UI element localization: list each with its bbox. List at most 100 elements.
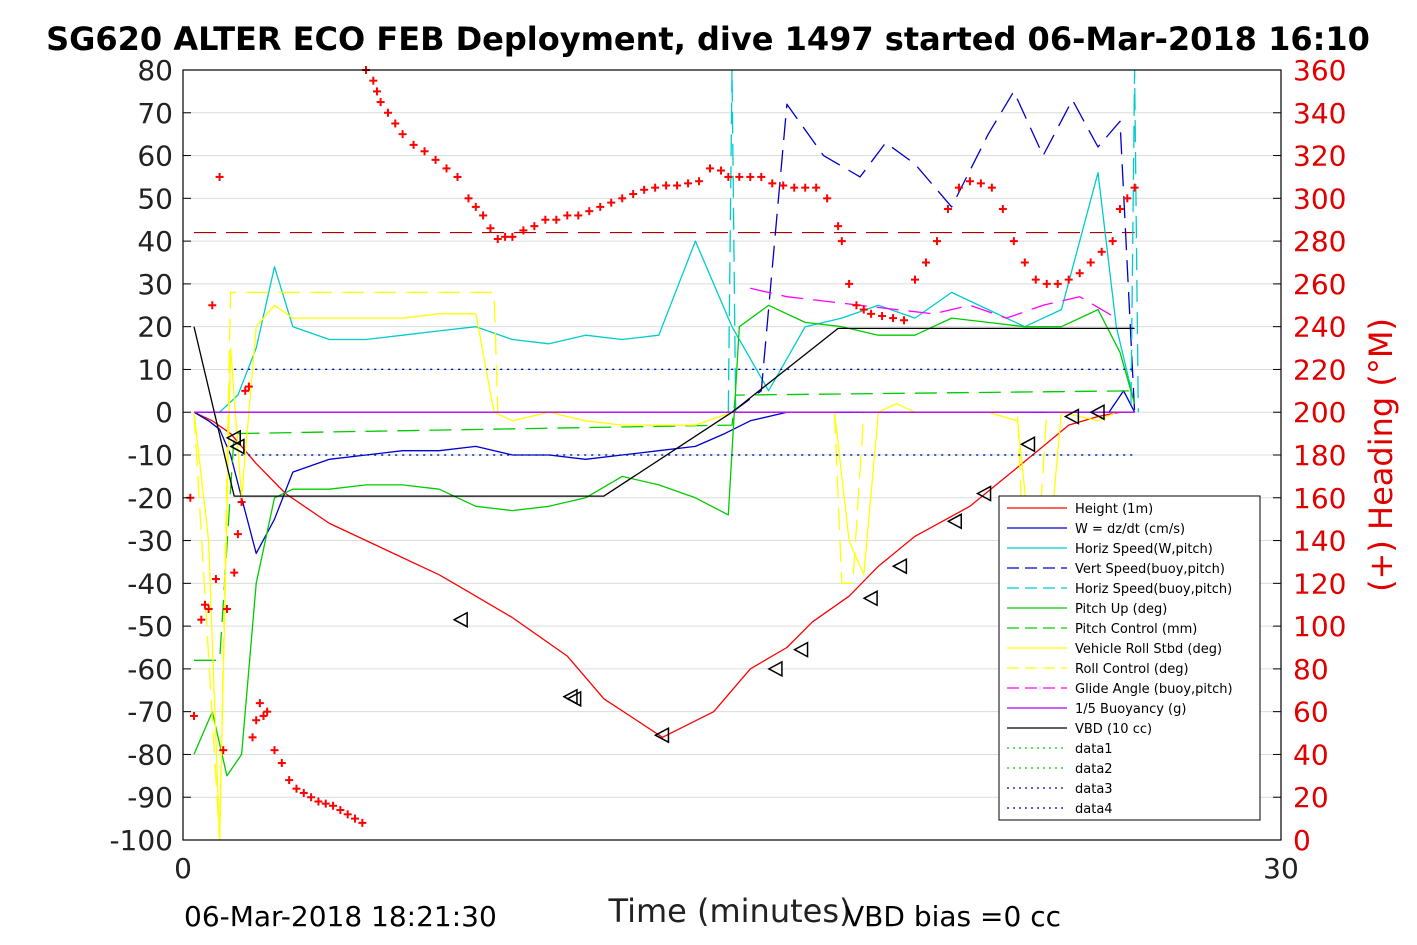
series-vbd-10-cc (193, 326, 1135, 497)
triangle-marker (452, 611, 468, 628)
heading-point (717, 166, 726, 175)
markers-layer (186, 66, 1139, 827)
legend-label: data3 (1075, 782, 1113, 797)
right-axis-ticks: 3603403203002802602402202001801601401201… (1273, 54, 1346, 857)
legend-entry: VBD (10 cc) (1007, 722, 1152, 737)
legend-entry: 1/5 Buoyancy (g) (1007, 702, 1186, 717)
left-tick-label: 40 (137, 225, 173, 258)
heading-point (911, 275, 919, 284)
legend-entry: data1 (1007, 742, 1113, 757)
heading-point (372, 87, 381, 96)
legend-entry: W = dz/dt (cm/s) (1007, 522, 1185, 537)
left-tick-label: 10 (137, 353, 173, 386)
heading-point (900, 316, 909, 325)
heading-point (1108, 237, 1117, 246)
series-vert-speed-buoy-pitch (731, 90, 1136, 413)
heading-point (768, 179, 777, 188)
x-tick-label: 0 (174, 852, 192, 885)
legend-entry: Height (1m) (1007, 502, 1153, 517)
heading-point (277, 759, 286, 767)
heading-point (859, 305, 868, 314)
heading-point (1130, 183, 1139, 192)
right-tick-label: 340 (1293, 97, 1346, 130)
right-tick-label: 60 (1293, 696, 1329, 729)
heading-point (244, 382, 253, 391)
heading-point (420, 147, 429, 156)
heading-point (574, 211, 583, 220)
right-tick-label: 260 (1293, 268, 1346, 301)
legend-entry: Vert Speed(buoy,pitch) (1007, 562, 1225, 577)
legend-label: data2 (1075, 762, 1113, 777)
heading-point (197, 615, 206, 624)
series-glide-angle-buoy-pitch (750, 287, 1117, 319)
heading-point (200, 600, 209, 609)
heading-point (706, 164, 715, 173)
heading-point (252, 716, 261, 725)
heading-point (270, 746, 279, 755)
triangle-marker (566, 690, 582, 708)
heading-point (878, 311, 887, 320)
heading-point (329, 801, 338, 810)
heading-point (351, 814, 360, 823)
series-pitch-control-mm (194, 390, 1135, 661)
heading-point (409, 140, 418, 149)
right-tick-label: 80 (1293, 653, 1329, 686)
right-tick-label: 120 (1293, 567, 1346, 600)
legend-label: 1/5 Buoyancy (g) (1075, 702, 1186, 717)
heading-point (629, 190, 638, 199)
heading-point (1009, 237, 1018, 246)
heading-point (376, 98, 385, 107)
legend-label: Height (1m) (1075, 502, 1153, 517)
heading-point (215, 172, 224, 181)
heading-point (241, 386, 250, 395)
right-tick-label: 160 (1293, 482, 1346, 515)
heading-point (837, 237, 846, 246)
heading-point (932, 237, 941, 246)
heading-point (563, 211, 572, 220)
right-tick-label: 320 (1293, 140, 1346, 173)
heading-point (812, 183, 821, 192)
legend-entry: Horiz Speed(buoy,pitch) (1007, 582, 1232, 597)
heading-point (867, 309, 876, 318)
triangle-marker (767, 660, 783, 678)
left-tick-label: -80 (127, 738, 173, 771)
triangle-marker (1063, 408, 1080, 425)
heading-point (651, 183, 660, 192)
heading-point (233, 530, 242, 539)
chart-title: SG620 ALTER ECO FEB Deployment, dive 149… (46, 20, 1370, 58)
heading-point (343, 810, 352, 819)
heading-point (453, 172, 462, 181)
left-tick-label: 60 (137, 140, 173, 173)
legend-label: data4 (1075, 802, 1113, 817)
heading-point (208, 301, 217, 310)
heading-point (464, 194, 473, 203)
legend-label: Pitch Up (deg) (1075, 602, 1167, 617)
heading-point (530, 222, 539, 231)
heading-point (292, 784, 301, 793)
heading-point (219, 746, 228, 755)
left-tick-label: -60 (127, 653, 173, 686)
heading-point (259, 711, 268, 720)
legend-box (998, 495, 1261, 821)
heading-point (954, 183, 963, 192)
heading-point (921, 258, 930, 267)
heading-point (1020, 258, 1029, 267)
heading-point (585, 207, 594, 216)
heading-point (724, 172, 733, 181)
legend-label: Vehicle Roll Stbd (deg) (1075, 642, 1222, 657)
heading-point (285, 776, 294, 785)
heading-point (1086, 258, 1095, 267)
heading-point (263, 707, 272, 716)
legend: Height (1m) W = dz/dt (cm/s) Horiz Speed(W… (998, 495, 1261, 821)
heading-point (757, 172, 766, 181)
left-tick-label: 70 (137, 97, 173, 130)
heading-point (673, 181, 682, 190)
heading-point (307, 793, 316, 802)
heading-point (823, 194, 832, 203)
heading-point (965, 177, 974, 186)
heading-point (1097, 247, 1106, 256)
triangle-marker (1089, 403, 1105, 421)
triangle-marker (1019, 436, 1036, 453)
series-roll-control-deg (193, 291, 1135, 841)
